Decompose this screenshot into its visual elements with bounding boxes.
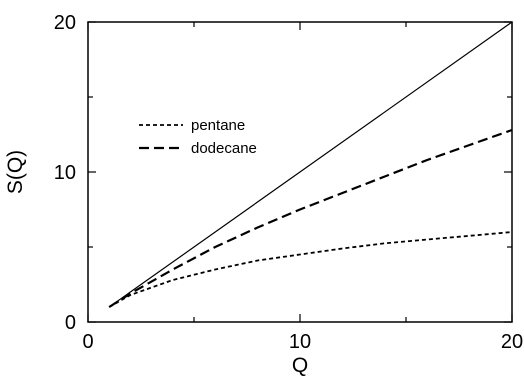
ticks <box>87 21 513 323</box>
legend: pentane dodecane <box>139 117 257 157</box>
plot-lines <box>108 21 513 308</box>
x-tick-label: 20 <box>501 331 523 353</box>
legend-text-dodecane: dodecane <box>191 140 257 157</box>
y-tick-label: 10 <box>54 162 76 184</box>
series-line-series-0 <box>108 21 513 308</box>
series-line-pentane <box>108 231 513 308</box>
x-tick-label: 10 <box>289 331 311 353</box>
legend-text-pentane: pentane <box>191 117 245 134</box>
y-tick-label: 0 <box>65 312 76 334</box>
tick-labels: 0 10 20 0 10 20 <box>54 12 523 353</box>
y-tick-label: 20 <box>54 12 76 34</box>
x-tick-label: 0 <box>82 331 93 353</box>
x-axis-title: Q <box>292 354 308 377</box>
y-axis-title: S(Q) <box>4 150 27 194</box>
series-line-dodecane <box>108 128 513 308</box>
